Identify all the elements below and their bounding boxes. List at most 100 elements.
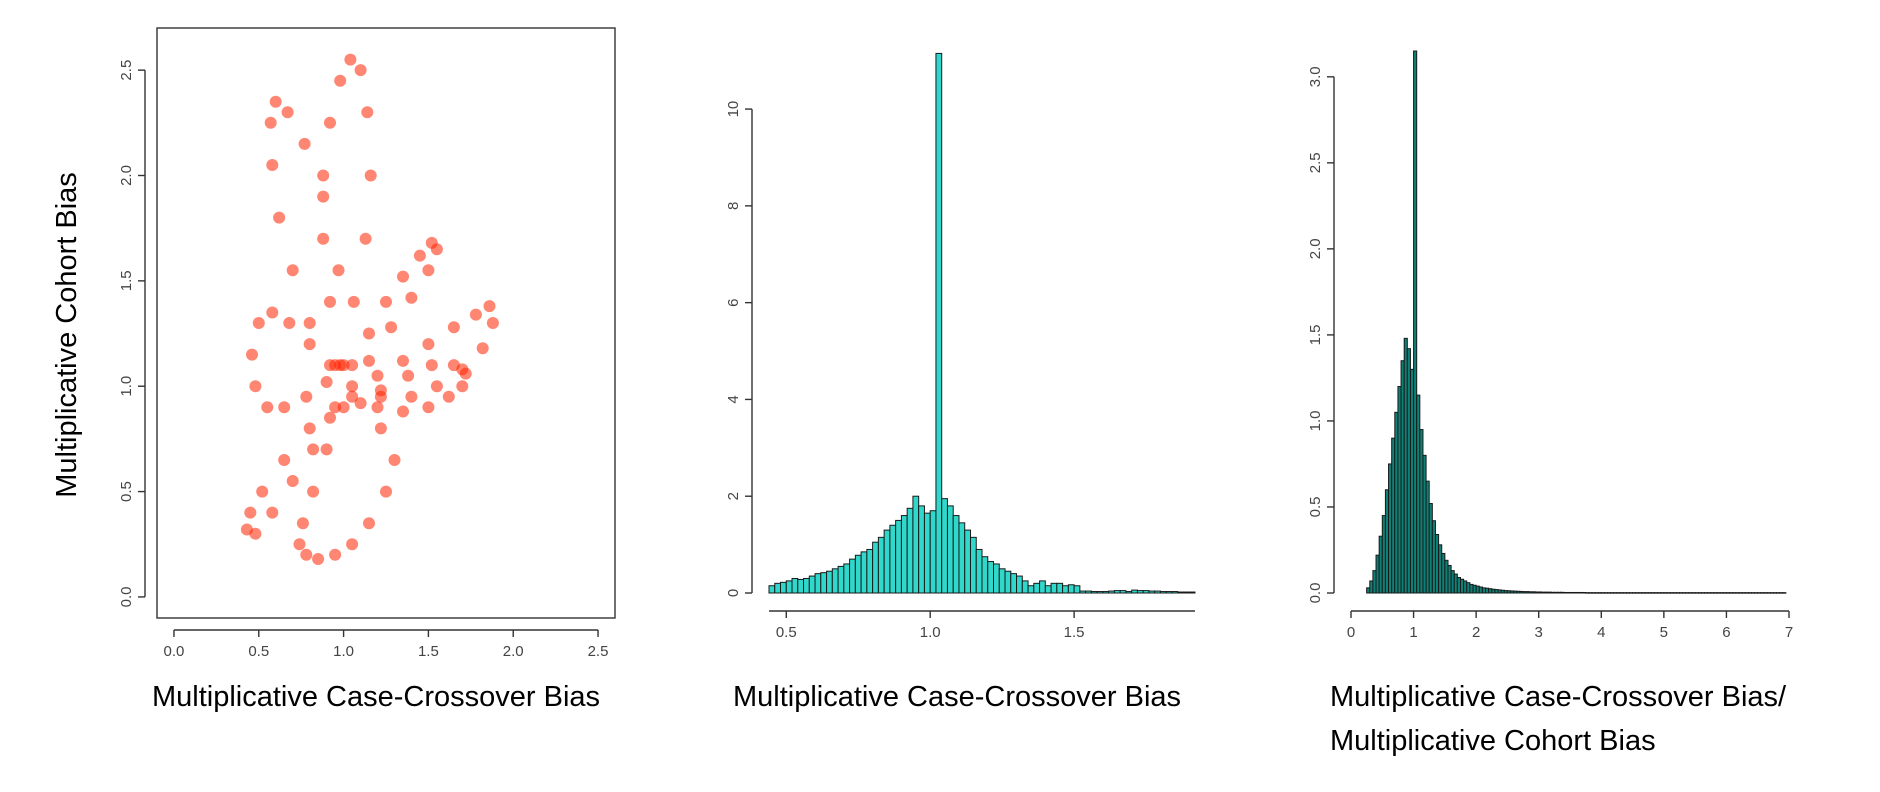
scatter-panel: 0.0 0.5 1.0 1.5 2.0 2.5 0.0 0.5 1.0 1.5 2.0 2.5 Mu…: [51, 27, 616, 713]
scatter-point: [371, 401, 384, 414]
scatter-point: [317, 190, 330, 203]
histogram-x-tick-label: 0.5: [776, 624, 797, 641]
scatter-point: [476, 342, 489, 355]
scatter-point: [483, 300, 496, 313]
scatter-point: [317, 169, 330, 182]
histogram-bar: [837, 565, 845, 594]
scatter-point: [447, 321, 460, 334]
histogram-y-tick-label: 6: [725, 298, 742, 306]
histogram-y-tick-label: 0: [725, 589, 742, 597]
histogram-bar: [1004, 570, 1012, 594]
scatter-point: [244, 506, 257, 519]
histogram-bar: [1119, 590, 1127, 594]
histogram-2-bars: [1366, 50, 1787, 594]
histogram-bar: [1113, 590, 1121, 594]
scatter-point: [303, 317, 316, 329]
histogram-1-y-axis: 0 2 4 6 8 10: [725, 101, 753, 597]
histogram-bar: [791, 577, 799, 594]
scatter-x-tick-label: 1.0: [333, 643, 354, 660]
scatter-point: [380, 295, 392, 308]
histogram-bar: [1079, 590, 1087, 594]
scatter-y-tick-label: 0.5: [118, 481, 135, 502]
scatter-point: [324, 295, 336, 308]
histogram-y-tick-label: 0.0: [1307, 583, 1324, 604]
scatter-point: [312, 553, 325, 565]
histogram-bar: [1413, 50, 1418, 594]
scatter-point: [347, 295, 360, 308]
histogram-x-tick-label: 6: [1722, 624, 1730, 641]
histogram-y-tick-label: 3.0: [1307, 66, 1324, 87]
scatter-point: [266, 159, 279, 171]
scatter-point: [361, 106, 374, 119]
histogram-bar: [1010, 573, 1018, 594]
scatter-point: [430, 380, 443, 393]
scatter-point: [397, 405, 409, 418]
scatter-point: [249, 380, 262, 393]
histogram-y-tick-label: 0.5: [1307, 497, 1324, 518]
scatter-point: [363, 327, 375, 340]
histogram-bar: [1044, 585, 1052, 594]
histogram-bar: [860, 551, 868, 594]
scatter-point: [364, 169, 377, 182]
scatter-point: [374, 384, 387, 397]
histogram-x-tick-label: 1.5: [1064, 624, 1085, 641]
histogram-bar: [1090, 591, 1098, 594]
histogram-x-tick-label: 2: [1472, 624, 1480, 641]
histogram-bar: [1096, 591, 1104, 594]
scatter-point: [363, 517, 375, 530]
histogram-bar: [906, 507, 914, 594]
scatter-point: [405, 291, 418, 304]
scatter-x-axis: 0.0 0.5 1.0 1.5 2.0 2.5: [164, 629, 608, 660]
histogram-y-tick-label: 1.0: [1307, 411, 1324, 432]
histogram-bar: [1050, 582, 1058, 594]
scatter-point: [283, 317, 296, 329]
scatter-point: [459, 367, 472, 380]
histogram-y-tick-label: 10: [725, 101, 742, 118]
scatter-point: [405, 390, 418, 403]
scatter-point: [402, 369, 415, 382]
scatter-point: [324, 116, 336, 129]
scatter-point: [447, 359, 460, 372]
histogram-y-tick-label: 2.5: [1307, 152, 1324, 173]
histogram-bar: [946, 505, 954, 594]
scatter-point: [300, 548, 313, 561]
histogram-y-tick-label: 4: [725, 395, 742, 403]
scatter-point: [334, 74, 347, 87]
histogram-2-x-axis: 0 1 2 3 4 5 6 7: [1347, 610, 1793, 641]
histogram-bar: [1142, 590, 1150, 594]
scatter-point: [363, 354, 375, 367]
histogram-bar: [808, 575, 816, 594]
histogram-bar: [918, 505, 925, 594]
histogram-y-tick-label: 8: [725, 202, 742, 210]
histogram-bar: [935, 52, 943, 594]
scatter-y-tick-label: 1.5: [118, 270, 135, 291]
histogram-bar: [785, 580, 793, 594]
scatter-point: [346, 380, 359, 393]
histogram-x-tick-label: 3: [1535, 624, 1543, 641]
histogram-x-tick-label: 4: [1597, 624, 1605, 641]
scatter-point: [320, 443, 333, 456]
scatter-point: [359, 232, 372, 245]
scatter-point: [329, 359, 342, 372]
scatter-point: [486, 317, 499, 329]
histogram-bar: [883, 529, 891, 594]
scatter-point: [278, 401, 291, 414]
histogram-bar: [774, 582, 782, 594]
histogram-bar: [1131, 589, 1138, 594]
histogram-bar: [1016, 575, 1023, 594]
scatter-point: [286, 264, 299, 277]
scatter-point: [278, 454, 291, 466]
histogram-bar: [1033, 582, 1041, 594]
scatter-point: [337, 359, 350, 372]
scatter-point: [354, 397, 367, 410]
histogram-bar: [923, 512, 931, 594]
scatter-point: [425, 359, 438, 372]
histogram-x-tick-label: 0: [1347, 624, 1355, 641]
histogram-bar: [1125, 591, 1133, 594]
histogram-y-tick-label: 1.5: [1307, 324, 1324, 345]
scatter-point: [346, 359, 359, 372]
scatter-point: [281, 106, 294, 119]
histogram-2-y-axis: 0.0 0.5 1.0 1.5 2.0 2.5 3.0: [1307, 66, 1335, 604]
histogram-1-x-label: Multiplicative Case-Crossover Bias: [733, 681, 1181, 713]
histogram-bar: [1148, 590, 1156, 594]
